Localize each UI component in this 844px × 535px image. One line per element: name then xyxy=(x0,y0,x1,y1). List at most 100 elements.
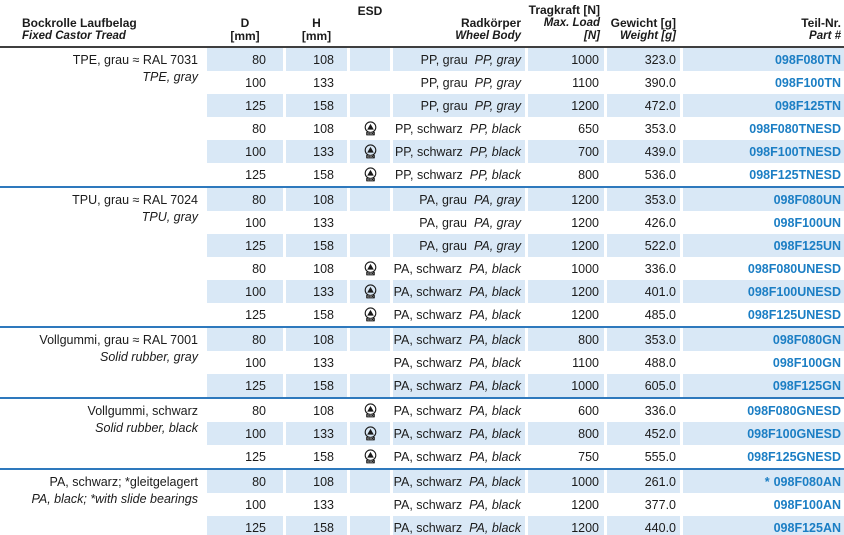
part-number-text[interactable]: 098F100UN xyxy=(773,215,841,230)
cell-height: 158 xyxy=(313,449,334,464)
cell-esd xyxy=(350,374,390,397)
part-number-text[interactable]: 098F080TN xyxy=(774,52,841,67)
part-number-text[interactable]: 098F125GN xyxy=(772,378,841,393)
part-number-text[interactable]: 098F100GNESD xyxy=(747,426,841,441)
tread-label-de: PA, schwarz; *gleitgelagert xyxy=(49,475,198,489)
cell-height: 158 xyxy=(286,516,347,535)
cell-height: 133 xyxy=(313,355,334,370)
cell-max-load: 1000 xyxy=(571,261,599,276)
part-number-text[interactable]: 098F080AN xyxy=(773,474,841,489)
cell-part-number: 098F080GN xyxy=(683,328,844,351)
cell-weight: 485.0 xyxy=(644,307,676,322)
tread-group-label: PA, schwarz; *gleitgelagert PA, black; *w… xyxy=(0,470,204,535)
cell-diameter: 100 xyxy=(245,355,266,370)
cell-max-load: 750 xyxy=(578,449,599,464)
header-wheel-body: Radkörper Wheel Body xyxy=(393,17,525,43)
cell-wheel-body: PA, schwarz PA, black xyxy=(393,257,525,280)
wheel-body-en: PA, black xyxy=(469,497,521,512)
cell-diameter: 125 xyxy=(245,307,266,322)
cell-part-number: * 098F080AN xyxy=(683,470,844,493)
wheel-body-en: PA, black xyxy=(469,378,521,393)
part-asterisk: * xyxy=(764,474,770,489)
part-number-text[interactable]: 098F125GNESD xyxy=(747,449,841,464)
part-number-text[interactable]: 098F100TN xyxy=(774,75,841,90)
tread-label-de: TPE, grau ≈ RAL 7031 xyxy=(72,53,198,67)
part-number-text[interactable]: 098F100AN xyxy=(773,497,841,512)
part-number-text[interactable]: 098F080GNESD xyxy=(747,403,841,418)
table-row: 80 108 ESD PP, schwarz PP, black 650 353.… xyxy=(207,117,844,140)
cell-max-load: 1200 xyxy=(571,497,599,512)
cell-weight: 440.0 xyxy=(607,516,680,535)
tread-label-en: PA, black; *with slide bearings xyxy=(31,492,198,506)
cell-max-load: 600 xyxy=(578,403,599,418)
part-number-text[interactable]: 098F125UN xyxy=(773,238,841,253)
cell-diameter: 100 xyxy=(245,497,266,512)
tread-group-rows: 80 108 ESD PA, schwarz PA, black 600 336.… xyxy=(207,399,844,468)
table-row: 80 108 ESD PA, schwarz PA, black 600 336.… xyxy=(207,399,844,422)
wheel-body-en: PP, gray xyxy=(474,75,521,90)
cell-weight: 336.0 xyxy=(644,261,676,276)
part-number-text[interactable]: 098F100GN xyxy=(772,355,841,370)
cell-max-load: 1000 xyxy=(528,374,604,397)
table-header-row: Bockrolle Laufbelag Fixed Castor Tread D… xyxy=(0,4,844,48)
cell-height: 133 xyxy=(286,422,347,445)
part-number-text[interactable]: 098F080UN xyxy=(773,192,841,207)
table-row: 80 108 ESD PA, schwarz PA, black 1000 336… xyxy=(207,257,844,280)
part-number-text[interactable]: 098F080TNESD xyxy=(749,121,841,136)
cell-esd xyxy=(350,234,390,257)
tread-group: TPE, grau ≈ RAL 7031 TPE, gray 80 108 PP,… xyxy=(0,48,844,186)
part-number-text[interactable]: 098F080UNESD xyxy=(747,261,841,276)
part-number-text[interactable]: 098F125UNESD xyxy=(747,307,841,322)
header-max-load: Tragkraft [N] Max. Load [N] xyxy=(528,4,604,43)
part-number-text[interactable]: 098F100UNESD xyxy=(747,284,841,299)
cell-weight: 377.0 xyxy=(644,497,676,512)
cell-weight: 555.0 xyxy=(644,449,676,464)
cell-diameter: 80 xyxy=(207,188,283,211)
cell-part-number: 098F080GNESD xyxy=(683,399,844,422)
cell-weight: 336.0 xyxy=(644,403,676,418)
tread-label-en: Solid rubber, gray xyxy=(100,350,198,364)
wheel-body-en: PP, black xyxy=(469,121,521,136)
esd-icon: ESD xyxy=(364,261,376,276)
part-number-text[interactable]: 098F125AN xyxy=(773,520,841,535)
tread-group: PA, schwarz; *gleitgelagert PA, black; *w… xyxy=(0,468,844,535)
part-number-text[interactable]: 098F125TN xyxy=(774,98,841,113)
tread-group: Vollgummi, schwarz Solid rubber, black 80… xyxy=(0,397,844,468)
cell-diameter: 125 xyxy=(207,94,283,117)
cell-max-load: 1200 xyxy=(528,280,604,303)
cell-diameter: 100 xyxy=(207,422,283,445)
wheel-body-de: PA, grau xyxy=(419,192,467,207)
wheel-body-en: PA, gray xyxy=(473,192,521,207)
cell-part-number: 098F125GNESD xyxy=(683,445,844,468)
cell-part-number: 098F100TNESD xyxy=(683,140,844,163)
wheel-body-de: PA, schwarz xyxy=(393,474,463,489)
esd-icon: ESD xyxy=(364,403,376,418)
part-number-text[interactable]: 098F080GN xyxy=(772,332,841,347)
cell-height: 133 xyxy=(286,140,347,163)
cell-height: 108 xyxy=(286,328,347,351)
part-number-text[interactable]: 098F125TNESD xyxy=(749,167,841,182)
table-row: 100 133 PA, schwarz PA, black 1200 377.0 … xyxy=(207,493,844,516)
cell-esd xyxy=(350,328,390,351)
part-number-text[interactable]: 098F100TNESD xyxy=(749,144,841,159)
cell-esd: ESD xyxy=(350,280,390,303)
wheel-body-de: PA, schwarz xyxy=(393,284,463,299)
header-part-number-de: Teil-Nr. xyxy=(801,16,841,30)
tread-group-rows: 80 108 PA, grau PA, gray 1200 353.0 098F0… xyxy=(207,188,844,326)
cell-height: 108 xyxy=(286,48,347,71)
cell-wheel-body: PP, grau PP, gray xyxy=(393,71,525,94)
cell-esd: ESD xyxy=(350,140,390,163)
cell-part-number: 098F100AN xyxy=(683,493,844,516)
header-part-number: Teil-Nr. Part # xyxy=(683,17,844,43)
cell-esd: ESD xyxy=(350,399,390,422)
svg-text:ESD: ESD xyxy=(367,155,374,159)
cell-part-number: 098F100TN xyxy=(683,71,844,94)
table-row: 80 108 PA, schwarz PA, black 800 353.0 09… xyxy=(207,328,844,351)
header-wheel-body-en: Wheel Body xyxy=(455,30,521,42)
header-max-load-de: Tragkraft [N] xyxy=(528,3,600,17)
cell-max-load: 1200 xyxy=(528,516,604,535)
esd-icon: ESD xyxy=(364,449,376,464)
cell-weight: 323.0 xyxy=(607,48,680,71)
table-row: 100 133 ESD PA, schwarz PA, black 1200 40… xyxy=(207,280,844,303)
table-row: 100 133 PA, schwarz PA, black 1100 488.0 … xyxy=(207,351,844,374)
